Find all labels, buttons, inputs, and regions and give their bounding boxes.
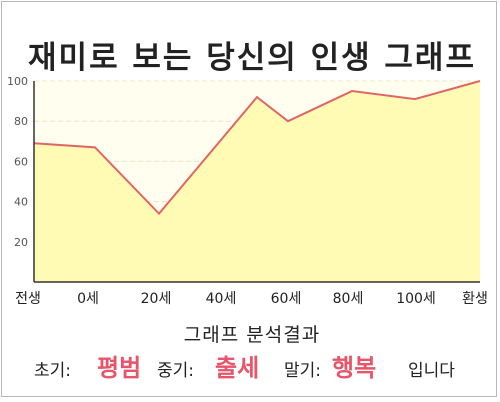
series-line — [33, 80, 481, 216]
x-tick-label: 20세 — [141, 291, 172, 307]
early-label: 초기: — [34, 361, 72, 381]
ending-text: 입니다 — [408, 361, 455, 381]
x-tick-label: 40세 — [206, 291, 237, 307]
early-value: 평범 — [97, 354, 142, 382]
late-value: 행복 — [332, 354, 377, 382]
x-tick-label: 0세 — [77, 291, 99, 307]
y-tick-label: 60 — [14, 155, 28, 168]
x-tick-label: 80세 — [333, 291, 364, 307]
area-fill — [34, 81, 480, 282]
analysis-title: 그래프 분석결과 — [183, 324, 321, 346]
y-tick-label: 20 — [14, 236, 28, 249]
x-tick-label: 환생 — [462, 291, 488, 307]
y-tick-label: 100 — [7, 75, 28, 88]
page-title: 재미로 보는 당신의 인생 그래프 — [28, 40, 476, 76]
x-tick-label: 전생 — [15, 291, 41, 307]
result-card: 재미로 보는 당신의 인생 그래프 20 40 60 80 100 전생 0세 20세 40세… — [1, 1, 497, 397]
late-label: 말기: — [284, 361, 322, 381]
y-tick-label: 80 — [14, 115, 28, 128]
x-tick-label: 100세 — [396, 291, 436, 307]
y-tick-label: 40 — [14, 196, 28, 209]
mid-label: 중기: — [157, 361, 195, 381]
mid-value: 출세 — [215, 354, 260, 382]
analysis-result: 초기: 평범 중기: 출세 말기: 행복 입니다 — [2, 348, 500, 384]
x-tick-label: 60세 — [271, 291, 302, 307]
